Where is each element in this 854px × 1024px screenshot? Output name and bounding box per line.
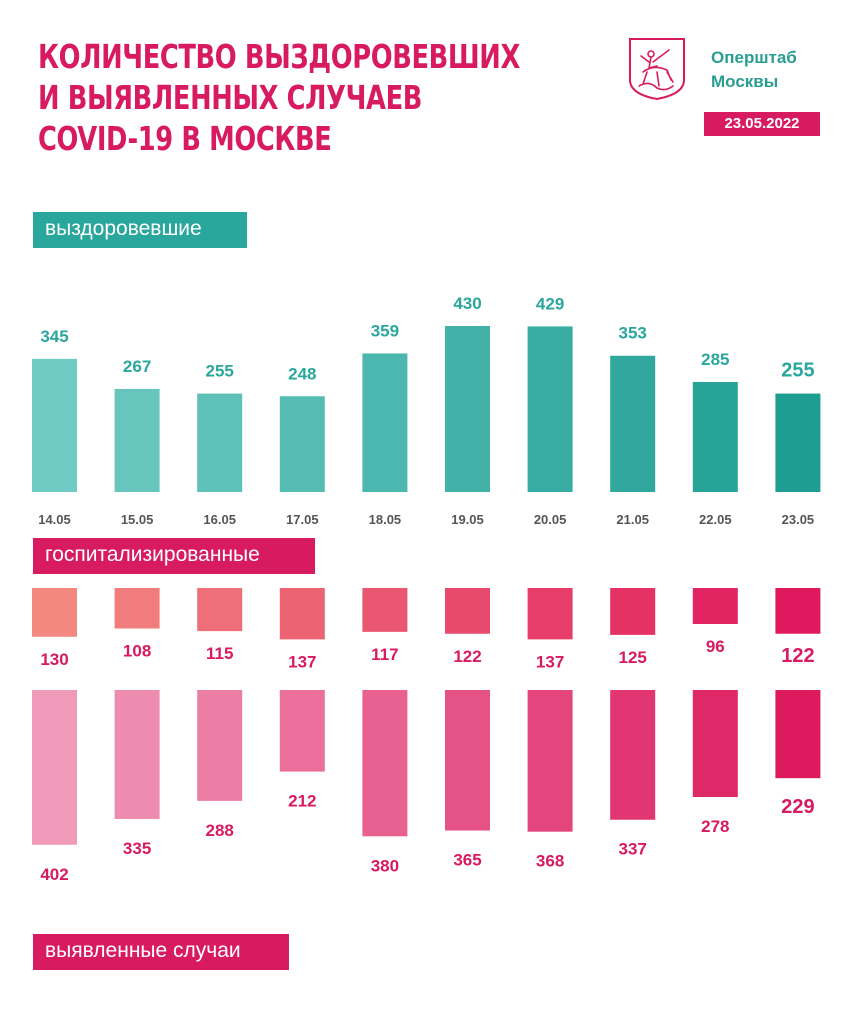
- cases-label: выявленные случаи: [33, 934, 289, 970]
- recovered-bar: [279, 396, 325, 492]
- date-tick-label: 16.05: [203, 512, 236, 527]
- moscow-coat-of-arms-icon: [629, 38, 685, 101]
- recovered-bar: [775, 393, 821, 492]
- cases-bar: [362, 690, 408, 837]
- cases-bar: [445, 690, 490, 831]
- recovered-value-label: 255: [206, 362, 234, 381]
- hospitalized-bar: [527, 588, 573, 640]
- cases-bar: [692, 690, 738, 798]
- cases-value-label: 402: [40, 865, 68, 884]
- date-tick-label: 23.05: [782, 512, 815, 527]
- cases-value-label: 212: [288, 792, 316, 811]
- recovered-value-label: 359: [371, 321, 399, 340]
- cases-value-label: 229: [781, 796, 814, 818]
- date-tick-label: 20.05: [534, 512, 567, 527]
- cases-bar: [32, 690, 77, 845]
- recovered-bar: [114, 388, 160, 492]
- hospitalized-bar: [197, 588, 243, 632]
- hospitalized-bar: [692, 588, 738, 624]
- hospitalized-bar: [114, 588, 160, 629]
- date-badge: 23.05.2022: [704, 112, 820, 136]
- recovered-value-label: 353: [619, 324, 647, 343]
- cases-value-label: 335: [123, 839, 151, 858]
- recovered-value-label: 285: [701, 350, 729, 369]
- cases-bar: [114, 690, 160, 819]
- org-name: Оперштаб Москвы: [711, 46, 797, 94]
- org-line: Оперштаб: [711, 48, 797, 67]
- recovered-bar: [527, 326, 573, 492]
- cases-value-label: 278: [701, 817, 729, 836]
- hospitalized-value-label: 108: [123, 642, 151, 661]
- hospitalized-value-label: 115: [206, 644, 233, 663]
- hospitalized-value-label: 117: [371, 645, 398, 664]
- hospitalized-value-label: 125: [619, 648, 647, 667]
- date-tick-label: 21.05: [616, 512, 649, 527]
- date-tick-label: 22.05: [699, 512, 732, 527]
- hospitalized-value-label: 96: [706, 637, 725, 656]
- cases-bar: [197, 690, 243, 801]
- recovered-value-label: 429: [536, 294, 564, 313]
- recovered-bar: [692, 381, 738, 492]
- hospitalized-value-label: 122: [781, 645, 814, 667]
- date-tick-label: 14.05: [38, 512, 71, 527]
- recovered-bar: [610, 355, 656, 492]
- recovered-bar: [32, 358, 77, 492]
- date-tick-label: 19.05: [451, 512, 484, 527]
- hospitalized-label: госпитализированные: [33, 538, 315, 574]
- recovered-value-label: 430: [453, 294, 481, 313]
- cases-value-label: 368: [536, 852, 564, 871]
- title-line: COVID-19 В МОСКВЕ: [38, 119, 332, 158]
- page-title: КОЛИЧЕСТВО ВЫЗДОРОВЕВШИХ И ВЫЯВЛЕННЫХ СЛ…: [38, 36, 520, 159]
- recovered-bar: [197, 393, 243, 492]
- recovered-label: выздоровевшие: [33, 212, 247, 248]
- hospitalized-bar: [32, 588, 77, 637]
- cases-value-label: 380: [371, 856, 399, 875]
- hospitalized-value-label: 130: [40, 650, 68, 669]
- hospitalized-bar: [775, 588, 821, 634]
- hospitalized-bar: [279, 588, 325, 640]
- hospitalized-value-label: 122: [453, 647, 481, 666]
- cases-bar: [610, 690, 656, 820]
- hospitalized-value-label: 137: [536, 652, 564, 671]
- cases-value-label: 365: [453, 851, 481, 870]
- hospitalized-value-label: 137: [288, 652, 316, 671]
- recovered-value-label: 255: [781, 360, 814, 382]
- title-line: И ВЫЯВЛЕННЫХ СЛУЧАЕВ: [38, 78, 423, 117]
- date-tick-label: 17.05: [286, 512, 319, 527]
- hospitalized-bar: [445, 588, 490, 634]
- cases-bar: [527, 690, 573, 832]
- recovered-value-label: 345: [40, 327, 68, 346]
- recovered-value-label: 248: [288, 364, 316, 383]
- org-line: Москвы: [711, 72, 779, 91]
- recovered-bar: [445, 326, 490, 492]
- hospitalized-bar: [610, 588, 656, 635]
- recovered-bar: [362, 353, 408, 492]
- cases-value-label: 337: [619, 840, 647, 859]
- hospitalized-bar: [362, 588, 408, 632]
- date-tick-label: 18.05: [369, 512, 402, 527]
- cases-value-label: 288: [206, 821, 234, 840]
- recovered-value-label: 267: [123, 357, 151, 376]
- cases-bar: [279, 690, 325, 772]
- title-line: КОЛИЧЕСТВО ВЫЗДОРОВЕВШИХ: [38, 37, 520, 76]
- date-tick-label: 15.05: [121, 512, 154, 527]
- cases-bar: [775, 690, 821, 779]
